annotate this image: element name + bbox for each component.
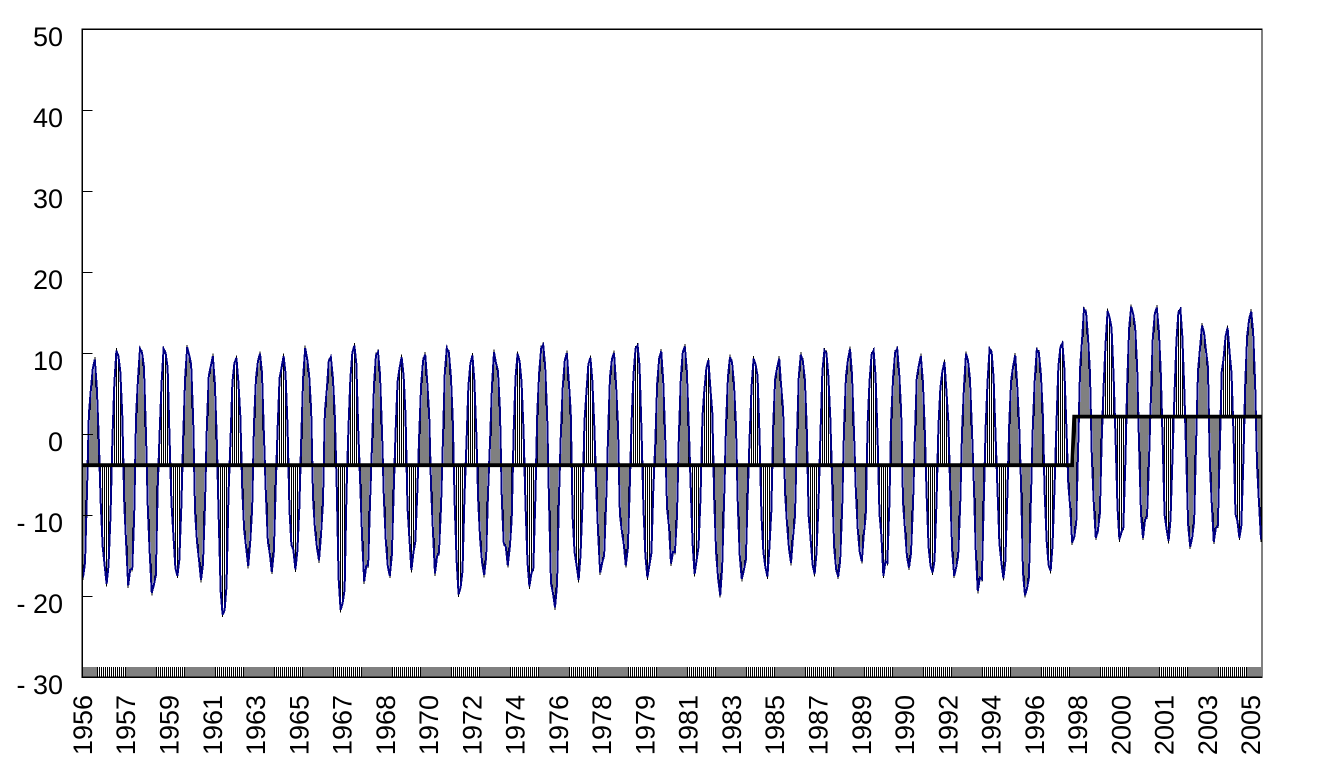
- svg-text:1976: 1976: [544, 695, 574, 755]
- svg-text:1956: 1956: [68, 695, 98, 755]
- svg-text:40: 40: [33, 103, 63, 133]
- svg-text:1957: 1957: [111, 695, 141, 755]
- svg-text:0: 0: [48, 427, 63, 457]
- svg-text:1989: 1989: [847, 695, 877, 755]
- svg-text:2001: 2001: [1150, 695, 1180, 755]
- svg-text:50: 50: [33, 22, 63, 52]
- svg-text:2000: 2000: [1106, 695, 1136, 755]
- svg-text:1965: 1965: [284, 695, 314, 755]
- svg-text:1978: 1978: [587, 695, 617, 755]
- svg-text:1968: 1968: [371, 695, 401, 755]
- svg-text:1985: 1985: [760, 695, 790, 755]
- svg-text:1979: 1979: [630, 695, 660, 755]
- svg-text:- 30: - 30: [16, 670, 63, 700]
- svg-text:- 10: - 10: [16, 508, 63, 538]
- svg-text:1967: 1967: [328, 695, 358, 755]
- svg-text:- 20: - 20: [16, 589, 63, 619]
- svg-text:2005: 2005: [1236, 695, 1266, 755]
- svg-text:1970: 1970: [414, 695, 444, 755]
- svg-text:1972: 1972: [457, 695, 487, 755]
- svg-text:1987: 1987: [804, 695, 834, 755]
- svg-text:1990: 1990: [890, 695, 920, 755]
- svg-text:1998: 1998: [1063, 695, 1093, 755]
- svg-text:20: 20: [33, 265, 63, 295]
- svg-text:10: 10: [33, 346, 63, 376]
- svg-text:1981: 1981: [674, 695, 704, 755]
- svg-text:1996: 1996: [1020, 695, 1050, 755]
- svg-text:1992: 1992: [933, 695, 963, 755]
- svg-text:1994: 1994: [977, 695, 1007, 755]
- svg-text:1959: 1959: [155, 695, 185, 755]
- svg-text:1961: 1961: [198, 695, 228, 755]
- svg-text:1974: 1974: [501, 695, 531, 755]
- svg-text:2003: 2003: [1193, 695, 1223, 755]
- svg-text:1963: 1963: [241, 695, 271, 755]
- svg-text:30: 30: [33, 184, 63, 214]
- svg-text:1983: 1983: [717, 695, 747, 755]
